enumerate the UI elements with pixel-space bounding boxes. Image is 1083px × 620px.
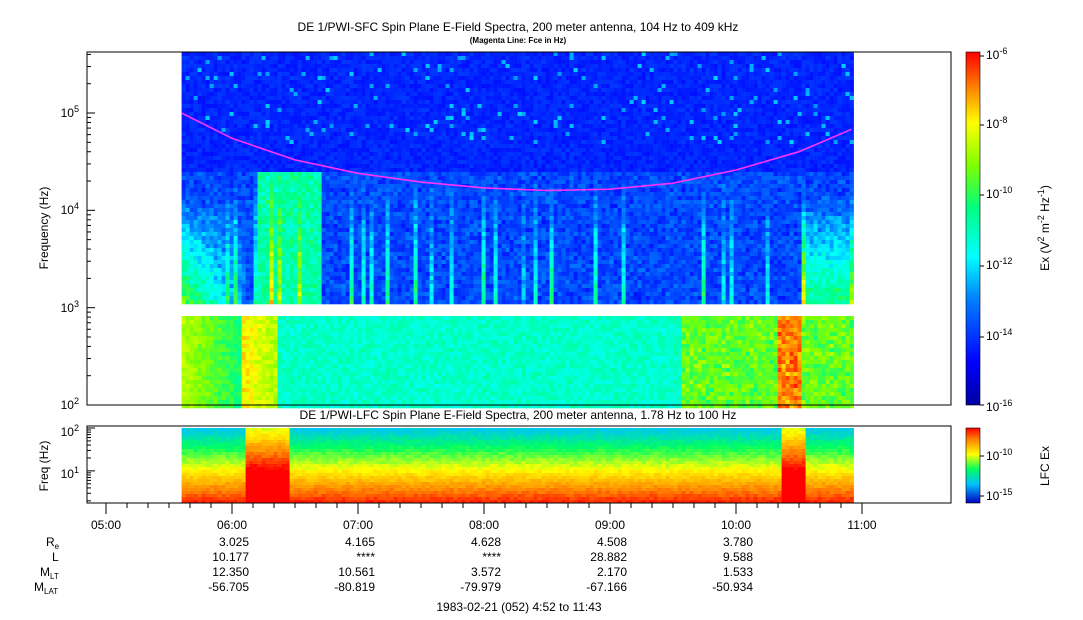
- ephemeris-value: 4.628: [471, 535, 501, 549]
- lfc-spectrogram-image: [181, 428, 854, 504]
- ephemeris-value: -67.166: [586, 580, 627, 594]
- time-tick-label: 10:00: [721, 518, 751, 532]
- ephemeris-value: ****: [356, 550, 375, 564]
- ephemeris-row-label: Re: [46, 535, 60, 551]
- lfc-colorbar-tick: 10-10: [986, 447, 1012, 463]
- ephemeris-value: ****: [482, 550, 501, 564]
- fce-magenta-line: [181, 112, 852, 192]
- sfc-colorbar: 10-6 10-8 10-10 10-12 10-14 10-16 Ex (V2…: [965, 46, 1052, 414]
- sfc-colorbar-tick: 10-14: [986, 327, 1012, 343]
- lfc-ytick-label: 102: [61, 423, 79, 439]
- lfc-y-axis-label: Freq (Hz): [37, 441, 51, 492]
- ephemeris-value: 10.561: [338, 565, 375, 579]
- time-tick-label: 09:00: [595, 518, 625, 532]
- sfc-ytick-label: 102: [61, 396, 79, 412]
- footer-date-range: 1983-02-21 (052) 4:52 to 11:43: [436, 600, 602, 614]
- sfc-colorbar-label: Ex (V2 m-2 Hz-1): [1036, 185, 1052, 271]
- ephemeris-value: -50.934: [712, 580, 753, 594]
- ephemeris-value: 1.533: [723, 565, 753, 579]
- lfc-ytick-label: 101: [61, 465, 79, 481]
- lfc-colorbar-gradient: [965, 427, 981, 504]
- ephemeris-value: -80.819: [334, 580, 375, 594]
- top-panel-title: DE 1/PWI-SFC Spin Plane E-Field Spectra,…: [298, 20, 739, 34]
- top-panel-subtitle: (Magenta Line: Fce in Hz): [470, 36, 567, 45]
- lfc-colorbar-label: LFC Ex: [1038, 446, 1052, 486]
- lfc-y-axis: 101 102 Freq (Hz): [37, 423, 95, 502]
- sfc-y-axis-label: Frequency (Hz): [37, 187, 51, 270]
- sfc-spectrogram-image: [181, 52, 854, 409]
- time-tick-label: 11:00: [847, 518, 876, 532]
- sfc-ytick-label: 105: [61, 104, 79, 120]
- time-tick-label: 07:00: [343, 518, 373, 532]
- sfc-spectrogram-panel: [86, 51, 952, 409]
- ephemeris-row-label: L: [52, 550, 59, 564]
- lfc-spectrogram-panel: [86, 425, 952, 504]
- bottom-panel-title: DE 1/PWI-LFC Spin Plane E-Field Spectra,…: [300, 408, 737, 422]
- ephemeris-value: 3.572: [471, 565, 501, 579]
- ephemeris-value: 4.508: [597, 535, 627, 549]
- ephemeris-value: 3.025: [219, 535, 249, 549]
- ephemeris-value: 3.780: [723, 535, 753, 549]
- time-tick-label: 05:00: [91, 518, 121, 532]
- sfc-ytick-label: 104: [61, 201, 79, 217]
- ephemeris-table: Re L MLT MLAT 3.025 4.165 4.628 4.508 3.…: [34, 535, 753, 596]
- sfc-colorbar-tick: 10-12: [986, 256, 1012, 272]
- sfc-colorbar-gradient: [965, 51, 981, 406]
- lfc-colorbar: 10-10 10-15 LFC Ex: [965, 427, 1052, 504]
- sfc-colorbar-tick: 10-10: [986, 185, 1012, 201]
- ephemeris-value: -56.705: [208, 580, 249, 594]
- sfc-y-axis: 102 103 104 105 Frequency (Hz): [37, 53, 95, 412]
- ephemeris-value: 12.350: [212, 565, 249, 579]
- sfc-ytick-label: 103: [61, 299, 79, 315]
- ephemeris-value: 2.170: [597, 565, 627, 579]
- ephemeris-value: 28.882: [590, 550, 627, 564]
- ephemeris-value: -79.979: [460, 580, 501, 594]
- ephemeris-value: 10.177: [212, 550, 249, 564]
- ephemeris-value: 4.165: [345, 535, 375, 549]
- time-tick-label: 06:00: [217, 518, 247, 532]
- ephemeris-value: 9.588: [723, 550, 753, 564]
- time-axis: 05:00 06:00 07:00 08:00 09:00 10:00 11:0…: [91, 503, 877, 532]
- sfc-colorbar-tick: 10-8: [986, 115, 1007, 131]
- lfc-colorbar-tick: 10-15: [986, 487, 1012, 503]
- ephemeris-row-label: MLT: [40, 565, 59, 581]
- sfc-colorbar-tick: 10-16: [986, 398, 1012, 414]
- ephemeris-row-label: MLAT: [34, 580, 58, 596]
- time-tick-label: 08:00: [469, 518, 499, 532]
- sfc-colorbar-tick: 10-6: [986, 46, 1007, 62]
